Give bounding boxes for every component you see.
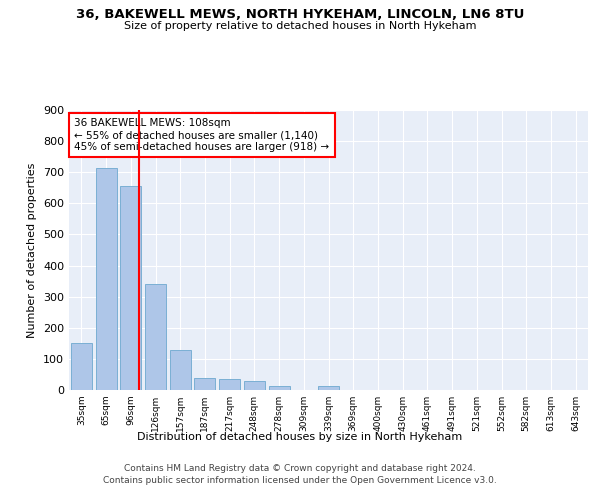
Bar [145, 284, 166, 390]
Bar [244, 382, 265, 390]
Text: Contains public sector information licensed under the Open Government Licence v3: Contains public sector information licen… [103, 476, 497, 485]
Bar [219, 379, 240, 390]
Bar [170, 350, 191, 390]
Text: Contains HM Land Registry data © Crown copyright and database right 2024.: Contains HM Land Registry data © Crown c… [124, 464, 476, 473]
Bar [269, 386, 290, 390]
Bar [318, 386, 339, 390]
Bar [120, 186, 141, 390]
Bar [71, 344, 92, 390]
Text: Size of property relative to detached houses in North Hykeham: Size of property relative to detached ho… [124, 21, 476, 31]
Bar [194, 378, 215, 390]
Bar [95, 168, 116, 390]
Y-axis label: Number of detached properties: Number of detached properties [28, 162, 37, 338]
Text: Distribution of detached houses by size in North Hykeham: Distribution of detached houses by size … [137, 432, 463, 442]
Text: 36 BAKEWELL MEWS: 108sqm
← 55% of detached houses are smaller (1,140)
45% of sem: 36 BAKEWELL MEWS: 108sqm ← 55% of detach… [74, 118, 329, 152]
Text: 36, BAKEWELL MEWS, NORTH HYKEHAM, LINCOLN, LN6 8TU: 36, BAKEWELL MEWS, NORTH HYKEHAM, LINCOL… [76, 8, 524, 20]
